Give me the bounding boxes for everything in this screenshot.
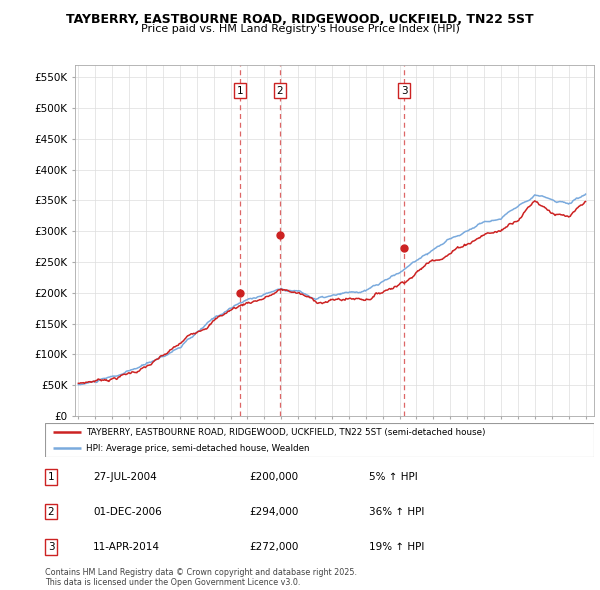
Text: 11-APR-2014: 11-APR-2014: [93, 542, 160, 552]
Text: 1: 1: [237, 86, 244, 96]
Text: 2: 2: [47, 507, 55, 516]
Text: 5% ↑ HPI: 5% ↑ HPI: [369, 472, 418, 481]
Text: 3: 3: [47, 542, 55, 552]
Text: 19% ↑ HPI: 19% ↑ HPI: [369, 542, 424, 552]
Text: £272,000: £272,000: [249, 542, 298, 552]
Text: £294,000: £294,000: [249, 507, 298, 516]
Text: £200,000: £200,000: [249, 472, 298, 481]
Text: 2: 2: [277, 86, 283, 96]
Text: 27-JUL-2004: 27-JUL-2004: [93, 472, 157, 481]
Text: 3: 3: [401, 86, 407, 96]
Text: TAYBERRY, EASTBOURNE ROAD, RIDGEWOOD, UCKFIELD, TN22 5ST (semi-detached house): TAYBERRY, EASTBOURNE ROAD, RIDGEWOOD, UC…: [86, 428, 485, 437]
Text: 1: 1: [47, 472, 55, 481]
Text: TAYBERRY, EASTBOURNE ROAD, RIDGEWOOD, UCKFIELD, TN22 5ST: TAYBERRY, EASTBOURNE ROAD, RIDGEWOOD, UC…: [66, 13, 534, 26]
Text: 36% ↑ HPI: 36% ↑ HPI: [369, 507, 424, 516]
Text: Price paid vs. HM Land Registry's House Price Index (HPI): Price paid vs. HM Land Registry's House …: [140, 24, 460, 34]
Text: Contains HM Land Registry data © Crown copyright and database right 2025.
This d: Contains HM Land Registry data © Crown c…: [45, 568, 357, 587]
Text: HPI: Average price, semi-detached house, Wealden: HPI: Average price, semi-detached house,…: [86, 444, 310, 453]
Text: 01-DEC-2006: 01-DEC-2006: [93, 507, 162, 516]
